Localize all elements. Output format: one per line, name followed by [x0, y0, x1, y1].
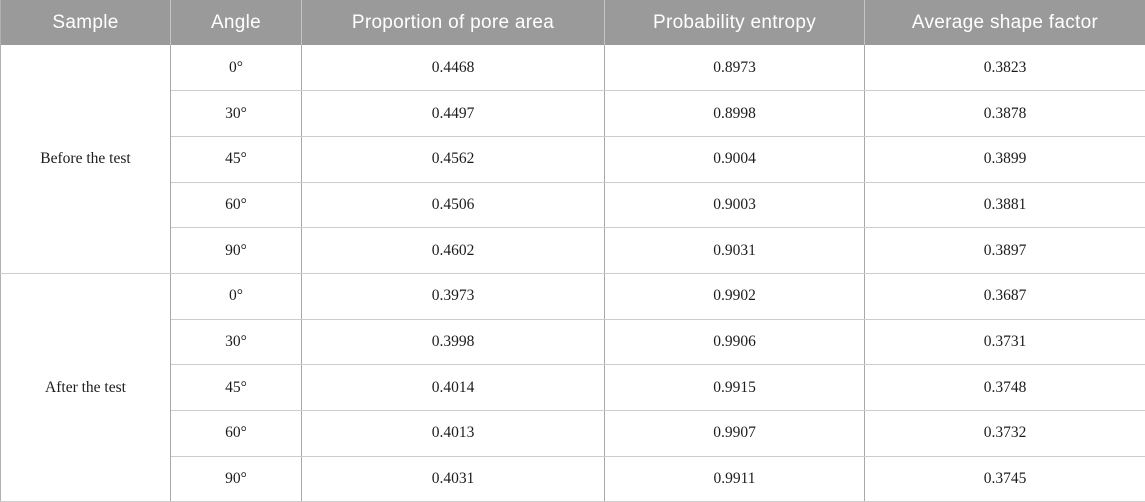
table-row: 90° 0.4031 0.9911 0.3745 [1, 455, 1145, 502]
cell-proportion: 0.4497 [301, 90, 605, 137]
cell-angle: 30° [170, 318, 302, 366]
cell-shape-factor: 0.3897 [864, 227, 1145, 274]
cell-entropy: 0.8973 [604, 45, 865, 92]
column-header-shape-factor: Average shape factor [864, 0, 1145, 45]
table-row: 45° 0.4562 0.9004 0.3899 [1, 135, 1145, 183]
cell-entropy: 0.9004 [604, 135, 865, 183]
cell-shape-factor: 0.3823 [864, 45, 1145, 92]
cell-proportion: 0.4562 [301, 135, 605, 183]
cell-entropy: 0.9906 [604, 318, 865, 366]
cell-angle: 45° [170, 364, 302, 411]
cell-proportion: 0.4014 [301, 364, 605, 411]
cell-angle: 90° [170, 455, 302, 502]
column-header-entropy: Probability entropy [604, 0, 865, 45]
cell-proportion: 0.4013 [301, 410, 605, 457]
table-row: 30° 0.3998 0.9906 0.3731 [1, 318, 1145, 366]
cell-angle: 30° [170, 90, 302, 137]
cell-angle: 0° [170, 45, 302, 92]
cell-proportion: 0.3998 [301, 318, 605, 366]
cell-proportion: 0.4468 [301, 45, 605, 92]
table-row: 30° 0.4497 0.8998 0.3878 [1, 90, 1145, 137]
table-row: 60° 0.4506 0.9003 0.3881 [1, 181, 1145, 229]
table-row: After the test 0° 0.3973 0.9902 0.3687 [0, 272, 1145, 502]
cell-proportion: 0.3973 [301, 272, 605, 320]
column-header-sample: Sample [0, 0, 171, 45]
cell-angle: 90° [170, 227, 302, 274]
header-row: Sample Angle Proportion of pore area Pro… [0, 0, 1145, 45]
sample-label-after: After the test [0, 272, 171, 502]
sample-label-before: Before the test [0, 45, 171, 274]
cell-shape-factor: 0.3899 [864, 135, 1145, 183]
cell-entropy: 0.9915 [604, 364, 865, 411]
cell-proportion: 0.4602 [301, 227, 605, 274]
cell-angle: 60° [170, 181, 302, 229]
cell-entropy: 0.9902 [604, 272, 865, 320]
cell-proportion: 0.4031 [301, 455, 605, 502]
table-row: 60° 0.4013 0.9907 0.3732 [1, 410, 1145, 457]
cell-entropy: 0.9907 [604, 410, 865, 457]
cell-entropy: 0.9003 [604, 181, 865, 229]
column-header-angle: Angle [170, 0, 302, 45]
table-row: 45° 0.4014 0.9915 0.3748 [1, 364, 1145, 411]
table-row: 90° 0.4602 0.9031 0.3897 [1, 227, 1145, 274]
cell-shape-factor: 0.3745 [864, 455, 1145, 502]
table-header: Sample Angle Proportion of pore area Pro… [0, 0, 1145, 45]
cell-entropy: 0.9031 [604, 227, 865, 274]
cell-shape-factor: 0.3881 [864, 181, 1145, 229]
cell-shape-factor: 0.3687 [864, 272, 1145, 320]
cell-entropy: 0.9911 [604, 455, 865, 502]
table-body: Before the test 0° 0.4468 0.8973 0.3823 … [0, 45, 1145, 502]
cell-angle: 0° [170, 272, 302, 320]
cell-entropy: 0.8998 [604, 90, 865, 137]
cell-shape-factor: 0.3878 [864, 90, 1145, 137]
table-row: Before the test 0° 0.4468 0.8973 0.3823 [0, 45, 1145, 274]
cell-shape-factor: 0.3731 [864, 318, 1145, 366]
cell-shape-factor: 0.3732 [864, 410, 1145, 457]
column-header-proportion: Proportion of pore area [301, 0, 605, 45]
cell-shape-factor: 0.3748 [864, 364, 1145, 411]
cell-proportion: 0.4506 [301, 181, 605, 229]
cell-angle: 60° [170, 410, 302, 457]
cell-angle: 45° [170, 135, 302, 183]
